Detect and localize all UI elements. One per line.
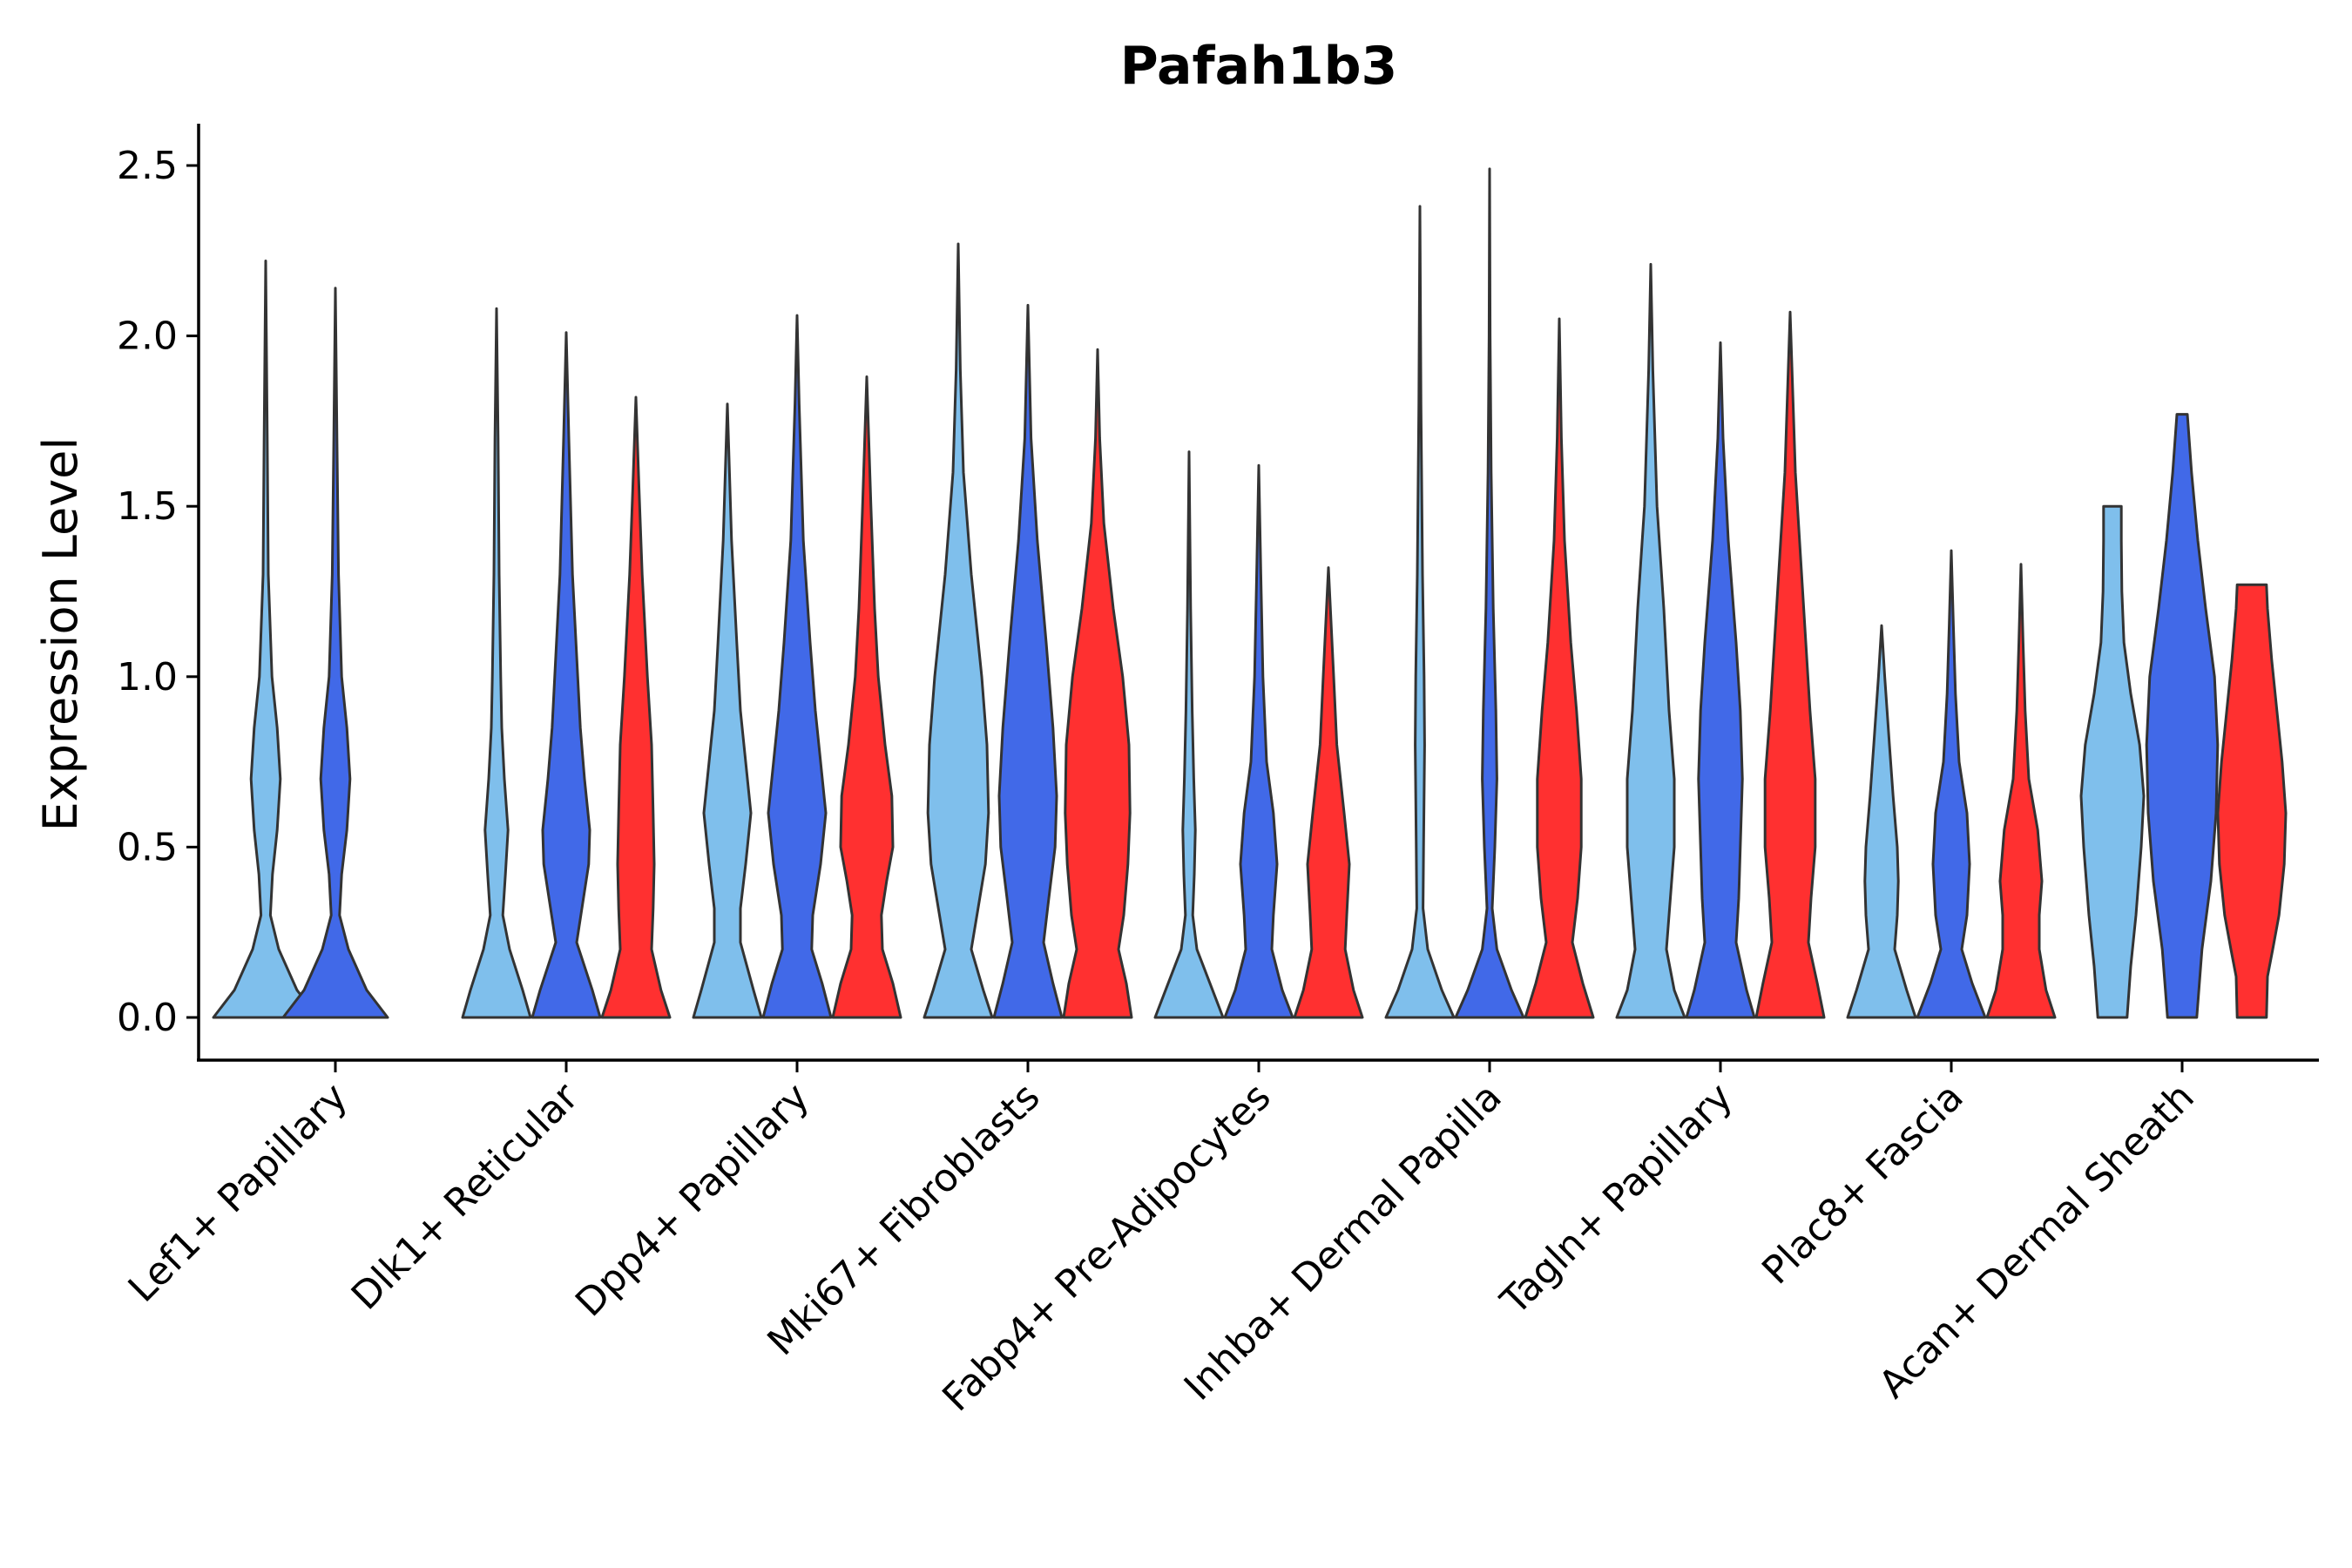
violin-4-0 bbox=[1153, 450, 1225, 1019]
violin-8-1 bbox=[2145, 413, 2220, 1019]
violin-6-1 bbox=[1685, 341, 1756, 1019]
violin-7-1 bbox=[1916, 549, 1987, 1019]
violin-1-1 bbox=[531, 331, 602, 1019]
violin-2-1 bbox=[761, 314, 833, 1019]
violin-1-0 bbox=[461, 307, 532, 1019]
violin-2-2 bbox=[831, 375, 902, 1019]
violin-7-2 bbox=[1985, 563, 2057, 1019]
violin-3-1 bbox=[992, 303, 1064, 1019]
violins-group bbox=[212, 167, 2288, 1019]
x-tick-label: Tagln+ Papillary bbox=[1492, 1075, 1741, 1324]
violin-0-0 bbox=[212, 260, 320, 1019]
y-tick-label: 1.0 bbox=[117, 655, 178, 700]
violin-4-2 bbox=[1293, 566, 1364, 1019]
violin-8-0 bbox=[2079, 504, 2146, 1019]
y-axis-label: Expression Level bbox=[33, 437, 88, 832]
violin-4-1 bbox=[1223, 463, 1294, 1019]
violin-5-1 bbox=[1454, 167, 1525, 1019]
violin-0-1 bbox=[281, 287, 389, 1019]
violin-7-0 bbox=[1846, 624, 1917, 1019]
y-ticks-group: 0.0 0.5 1.0 1.5 2.0 2.5 bbox=[117, 144, 199, 1040]
violin-3-0 bbox=[923, 242, 994, 1019]
violin-6-2 bbox=[1754, 310, 1826, 1019]
y-tick-label: 2.0 bbox=[117, 314, 178, 359]
violin-5-2 bbox=[1524, 317, 1595, 1019]
violin-1-2 bbox=[600, 395, 672, 1019]
x-tick-label: Lef1+ Papillary bbox=[120, 1075, 356, 1311]
violin-5-0 bbox=[1384, 205, 1456, 1019]
y-tick-label: 0.0 bbox=[117, 996, 178, 1040]
y-tick-label: 1.5 bbox=[117, 484, 178, 529]
y-tick-label: 0.5 bbox=[117, 825, 178, 869]
violin-3-2 bbox=[1062, 348, 1133, 1019]
chart-title: Pafah1b3 bbox=[1120, 36, 1398, 97]
x-tick-label: Plac8+ Fascia bbox=[1754, 1075, 1972, 1294]
violin-2-0 bbox=[692, 402, 763, 1019]
x-tick-label: Dpp4+ Papillary bbox=[567, 1075, 818, 1326]
violin-6-0 bbox=[1615, 262, 1686, 1019]
x-tick-label: Dlk1+ Reticular bbox=[343, 1074, 588, 1319]
y-tick-label: 2.5 bbox=[117, 144, 178, 188]
violin-8-2 bbox=[2216, 583, 2288, 1019]
